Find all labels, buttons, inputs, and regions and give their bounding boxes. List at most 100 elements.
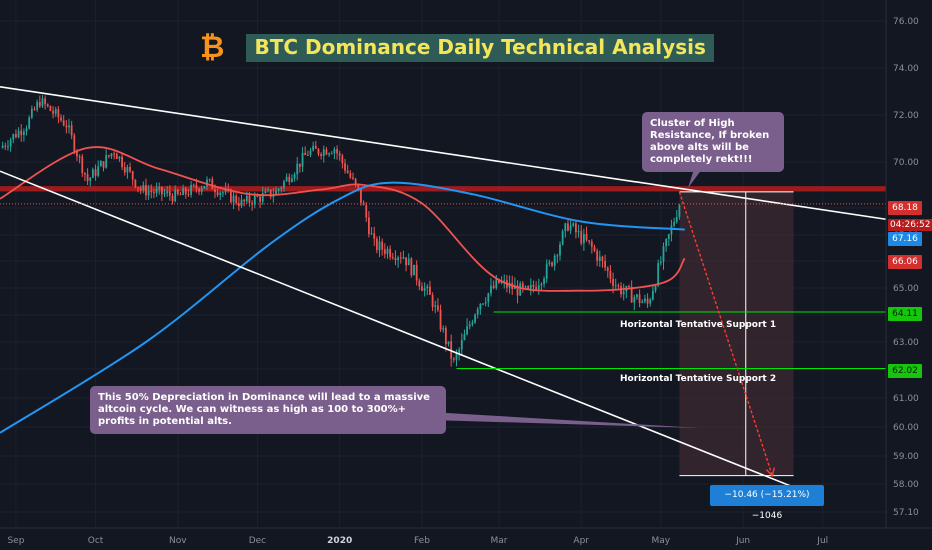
- candle-body: [588, 240, 591, 242]
- candle-body: [7, 146, 9, 148]
- candle-body: [434, 305, 437, 307]
- candle-body: [280, 187, 283, 190]
- candle-body: [630, 286, 633, 303]
- candle-body: [86, 174, 89, 181]
- candle-body: [134, 179, 137, 188]
- candle-body: [580, 231, 583, 244]
- candle-body: [166, 191, 169, 194]
- candle-body: [30, 108, 33, 118]
- candle-body: [131, 171, 134, 180]
- candle-body: [463, 334, 466, 341]
- candle-body: [46, 104, 49, 106]
- candle-body: [577, 231, 580, 233]
- candle-body: [330, 153, 333, 155]
- candle-body: [89, 177, 92, 181]
- candle-body: [460, 340, 463, 350]
- candle-body: [222, 192, 224, 194]
- candle-body: [232, 195, 235, 203]
- candle-body: [113, 153, 116, 155]
- candle-body: [62, 120, 65, 126]
- candle-body: [495, 279, 498, 288]
- y-tick-label: 63.00: [893, 338, 919, 348]
- candle-body: [437, 305, 439, 311]
- candle-body: [97, 166, 100, 176]
- candle-body: [317, 148, 320, 155]
- support-1-tag: 64.11: [888, 307, 922, 321]
- upper-trendline: [0, 86, 887, 221]
- candle-body: [147, 191, 150, 196]
- candle-body: [482, 303, 484, 305]
- candle-body: [452, 358, 455, 360]
- candle-body: [208, 179, 211, 181]
- projection-arrowhead: [765, 467, 775, 477]
- candle-body: [121, 156, 123, 168]
- measure-label[interactable]: −10.46 (−15.21%) −1046: [710, 485, 824, 521]
- candle-body: [543, 278, 545, 284]
- lower-trendline: [0, 170, 794, 488]
- candle-body: [466, 326, 468, 335]
- candle-body: [150, 191, 153, 193]
- candle-body: [253, 195, 256, 205]
- candle-body: [187, 194, 190, 196]
- candle-body: [410, 258, 413, 276]
- candle-body: [405, 257, 407, 266]
- y-tick-label: 65.00: [893, 284, 919, 294]
- candle-body: [301, 152, 304, 167]
- candle-body: [243, 199, 246, 202]
- candle-body: [25, 128, 28, 132]
- candle-body: [306, 155, 309, 157]
- candle-body: [394, 257, 397, 261]
- candle-body: [4, 145, 7, 147]
- candle-body: [139, 188, 142, 191]
- candle-body: [590, 241, 593, 247]
- ma-fast-tag: 66.06: [888, 255, 922, 269]
- candle-body: [633, 297, 636, 303]
- candle-body: [118, 156, 121, 159]
- candle-body: [407, 258, 410, 266]
- candle-body: [622, 291, 625, 295]
- candle-body: [569, 225, 572, 231]
- x-tick-label: May: [652, 536, 671, 546]
- candle-body: [314, 145, 317, 149]
- candle-body: [614, 285, 617, 287]
- candle-body: [386, 248, 389, 254]
- candle-body: [22, 131, 25, 135]
- candle-body: [214, 189, 216, 193]
- candle-body: [378, 241, 381, 251]
- candle-body: [182, 188, 185, 195]
- y-tick-label: 61.00: [893, 394, 919, 404]
- candle-body: [52, 110, 54, 114]
- resistance-callout[interactable]: Cluster of High Resistance, If broken ab…: [642, 112, 784, 172]
- candle-body: [107, 155, 110, 157]
- candle-body: [76, 151, 78, 157]
- candle-body: [68, 125, 70, 128]
- candle-body: [529, 284, 532, 289]
- candle-body: [659, 261, 662, 264]
- candle-body: [447, 341, 450, 345]
- candle-body: [320, 154, 323, 156]
- candle-body: [596, 250, 599, 261]
- candle-body: [309, 150, 312, 156]
- candle-body: [651, 290, 654, 300]
- candle-body: [479, 303, 482, 310]
- candle-body: [325, 149, 328, 155]
- candle-body: [524, 286, 527, 288]
- candle-body: [654, 285, 657, 291]
- candle-body: [298, 163, 301, 167]
- candle-body: [413, 264, 415, 276]
- candle-body: [389, 248, 392, 257]
- candle-body: [105, 155, 108, 168]
- candle-body: [567, 223, 569, 231]
- candle-body: [442, 328, 445, 330]
- ma-fast-line: [0, 146, 686, 292]
- altcoin-callout[interactable]: This 50% Depreciation in Dominance will …: [90, 386, 446, 434]
- candle-body: [12, 134, 15, 140]
- candle-body: [102, 161, 105, 168]
- candle-body: [333, 149, 336, 154]
- candle-body: [638, 294, 641, 303]
- candle-body: [490, 285, 492, 294]
- y-tick-label: 58.00: [893, 480, 919, 490]
- candle-body: [269, 189, 272, 197]
- candle-body: [559, 244, 561, 256]
